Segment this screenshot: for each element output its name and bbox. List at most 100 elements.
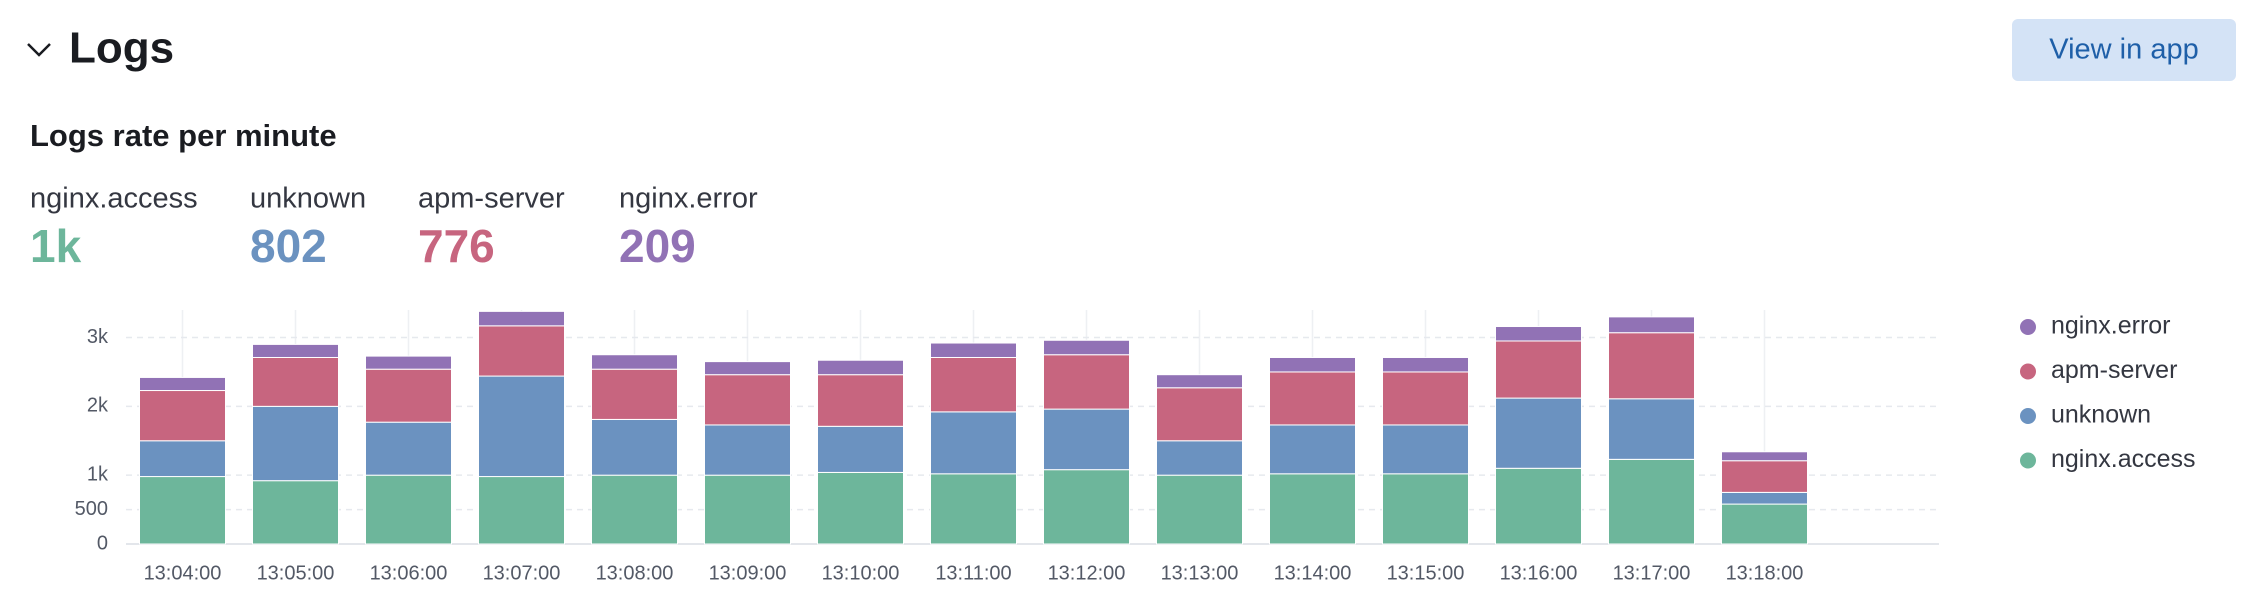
x-tick-label: 13:12:00 (1048, 562, 1126, 584)
bar-segment (1269, 473, 1356, 545)
bar-segment (1495, 397, 1582, 469)
bar-segment (591, 474, 678, 545)
legend-label: apm-server (2051, 356, 2177, 384)
bar-segment (930, 473, 1017, 545)
stat-value: 209 (619, 220, 696, 272)
stat-label: nginx.error (619, 183, 758, 215)
bar-segment (1269, 424, 1356, 475)
chart-title: Logs rate per minute (30, 118, 337, 153)
x-tick-label: 13:05:00 (257, 562, 335, 584)
bar-segment (1382, 473, 1469, 545)
bar-segment (139, 476, 226, 545)
bar-segment (704, 374, 791, 426)
stat-value: 802 (250, 220, 327, 272)
stat-value: 776 (418, 220, 495, 272)
bar-segment (1608, 332, 1695, 400)
bar-segment (1495, 467, 1582, 545)
x-tick-label: 13:16:00 (1500, 562, 1578, 584)
bar-segment (1382, 424, 1469, 475)
bar-segment (365, 355, 452, 370)
bar-segment (478, 310, 565, 327)
stat-label: nginx.access (30, 183, 198, 215)
bar-segment (930, 342, 1017, 358)
y-tick-label: 500 (75, 498, 108, 520)
bar-segment (930, 356, 1017, 413)
bar-segment (1382, 356, 1469, 373)
bar-segment (478, 375, 565, 478)
bar-segment (1043, 339, 1130, 356)
bar-segment (252, 480, 339, 545)
y-tick-label: 2k (87, 395, 109, 417)
bar-segment (365, 368, 452, 423)
bar-segment (1156, 387, 1243, 442)
bar-segment (1608, 458, 1695, 545)
bar-segment (365, 474, 452, 545)
bar-segment (591, 354, 678, 370)
bar-segment (478, 476, 565, 545)
bar-segment (1721, 460, 1808, 493)
bar-segment (704, 474, 791, 545)
x-tick-label: 13:11:00 (935, 562, 1011, 584)
bar-segment (139, 440, 226, 478)
bar-segment (1721, 451, 1808, 462)
x-tick-label: 13:07:00 (483, 562, 561, 584)
bar-segment (252, 405, 339, 482)
x-tick-label: 13:06:00 (370, 562, 448, 584)
bar-segment (1043, 354, 1130, 410)
bar-segment (252, 356, 339, 407)
button-label[interactable]: View in app (2049, 34, 2198, 66)
x-tick-label: 13:14:00 (1274, 562, 1352, 584)
stat-value: 1k (30, 220, 82, 272)
bar-segment (591, 418, 678, 476)
legend-label: unknown (2051, 401, 2151, 429)
x-tick-label: 13:17:00 (1613, 562, 1691, 584)
bar-segment (817, 425, 904, 473)
bar-segment (704, 424, 791, 476)
bar-segment (1721, 491, 1808, 505)
legend-marker (2020, 363, 2036, 380)
bar-segment (1495, 326, 1582, 342)
bar-segment (1043, 469, 1130, 545)
bar-segment (591, 368, 678, 420)
bar-segment (1156, 374, 1243, 389)
bar-segment (817, 359, 904, 376)
x-tick-label: 13:18:00 (1726, 562, 1804, 584)
view-in-app-button[interactable] (2012, 19, 2236, 81)
x-tick-label: 13:13:00 (1161, 562, 1239, 584)
legend-marker (2020, 452, 2036, 469)
bar-segment (139, 376, 226, 392)
legend-label: nginx.access (2051, 445, 2196, 473)
stat-label: unknown (250, 183, 366, 215)
bar-segment (1495, 340, 1582, 399)
bar-segment (365, 421, 452, 476)
bar-segment (478, 325, 565, 377)
bar-segment (1269, 371, 1356, 426)
x-tick-label: 13:09:00 (709, 562, 787, 584)
bar-segment (1269, 356, 1356, 373)
bar-segment (1608, 316, 1695, 334)
bar-segment (817, 374, 904, 427)
bar-segment (930, 411, 1017, 475)
x-tick-label: 13:15:00 (1387, 562, 1465, 584)
bar-segment (1156, 474, 1243, 545)
x-tick-label: 13:04:00 (144, 562, 222, 584)
bar-segment (1156, 440, 1243, 476)
collapse-chevron[interactable] (27, 43, 51, 57)
y-tick-label: 3k (87, 326, 109, 348)
bar-segment (139, 390, 226, 442)
stat-label: apm-server (418, 183, 565, 215)
bar-segment (704, 361, 791, 376)
y-tick-label: 1k (87, 463, 109, 485)
bar-segment (1043, 408, 1130, 471)
bar-segment (252, 343, 339, 358)
x-tick-label: 13:08:00 (596, 562, 674, 584)
bar-segment (1608, 398, 1695, 460)
y-tick-label: 0 (97, 532, 108, 554)
bar-segment (817, 471, 904, 545)
section-title: Logs (69, 24, 174, 73)
legend-marker (2020, 408, 2036, 424)
bar-segment (1721, 503, 1808, 545)
bar-segment (1382, 371, 1469, 426)
x-tick-label: 13:10:00 (822, 562, 900, 584)
